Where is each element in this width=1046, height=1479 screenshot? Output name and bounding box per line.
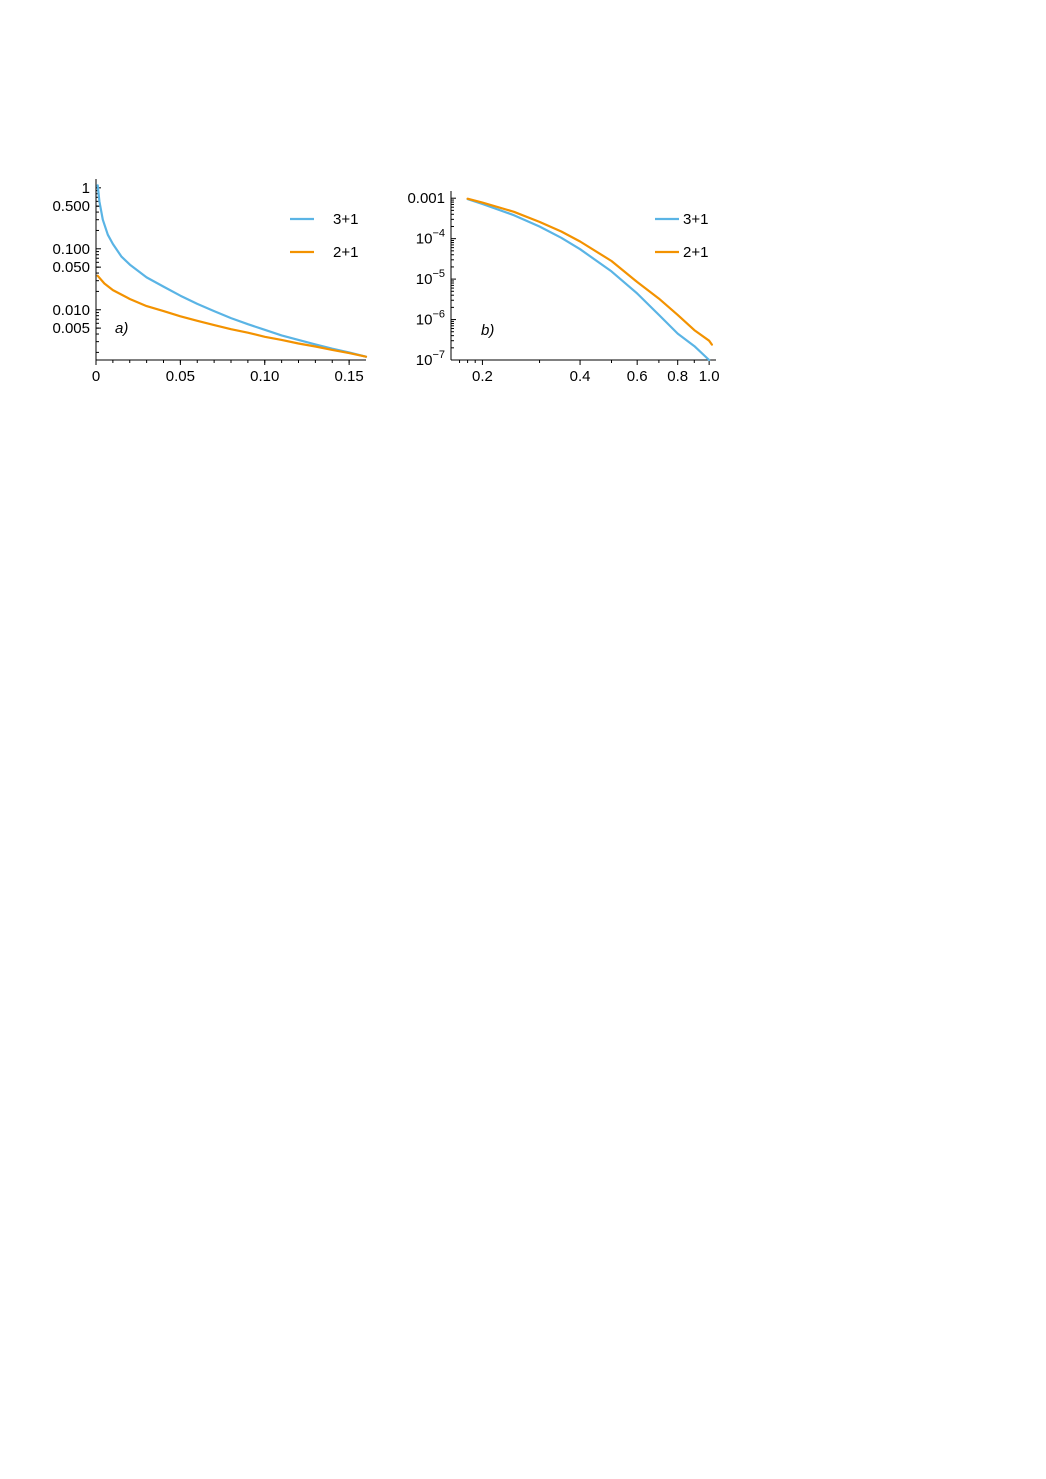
panel-b-plot-area — [466, 197, 714, 362]
panel-b-x-tick-label: 0.2 — [472, 368, 493, 385]
panel-a-label: a) — [115, 320, 128, 337]
panel-a-series-2p1-line — [96, 274, 368, 358]
panel-b-y-tick-label: 10−6 — [416, 309, 445, 329]
panel-b-y-tick-base: 10 — [416, 352, 433, 369]
panel-b-y-tick-exponent: −4 — [432, 228, 445, 240]
panel-b-y-tick-base: 10 — [416, 312, 433, 329]
panel-a-y-tick-label: 0.500 — [52, 198, 90, 215]
panel-b-label: b) — [481, 322, 494, 339]
panel-a-y-tick-label: 0.100 — [52, 241, 90, 258]
panel-b-y-tick-label: 0.001 — [407, 190, 445, 207]
panel-b-legend-label-2p1: 2+1 — [683, 244, 708, 261]
panel-b-series-2p1-line — [466, 197, 714, 346]
panel-a-plot-area — [96, 184, 368, 358]
panel-b-x-tick-label: 0.4 — [570, 368, 591, 385]
panel-b-y-tick-base: 10 — [416, 231, 433, 248]
panel-a-y-tick-label: 0.005 — [52, 320, 90, 337]
panel-a-x-tick-label: 0.10 — [250, 368, 279, 385]
panel-b-y-tick-label: 10−4 — [416, 228, 445, 248]
panel-b-y-tick-exponent: −6 — [432, 309, 445, 321]
panel-a-legend-label-2p1: 2+1 — [333, 244, 358, 261]
panel-a-y-tick-label: 0.050 — [52, 259, 90, 276]
panel-b-x-tick-label: 0.6 — [627, 368, 648, 385]
panel-b-y-tick-exponent: −5 — [432, 268, 445, 280]
panel-a-x-tick-label: 0.05 — [166, 368, 195, 385]
panel-a-x-tick-label: 0 — [92, 368, 100, 385]
panel-b-y-tick-base: 10 — [416, 271, 433, 288]
panel-b-legend: 3+1 2+1 — [655, 211, 708, 261]
panel-a-legend: 3+1 2+1 — [290, 211, 358, 261]
panel-a-y-tick-label: 0.010 — [52, 302, 90, 319]
panel-b-x-tick-label: 0.8 — [667, 368, 688, 385]
panel-b-series-3p1-line — [466, 198, 711, 362]
panel-a-y-tick-label: 1 — [82, 180, 90, 197]
panel-b-legend-label-3p1: 3+1 — [683, 211, 708, 228]
panel-b-x-tick-label: 1.0 — [699, 368, 720, 385]
panel-b-y-tick-exponent: −7 — [432, 349, 445, 361]
panel-a-series-3p1-line — [96, 184, 368, 358]
panel-a-x-tick-label: 0.15 — [335, 368, 364, 385]
panel-a-legend-label-3p1: 3+1 — [333, 211, 358, 228]
panel-b-y-tick-label: 10−7 — [416, 349, 445, 369]
panel-a-chart: 0 0.05 0.10 0.1510.5000.1000.0500.0100.005 … — [52, 179, 368, 385]
panel-b-y-tick-label: 10−5 — [416, 268, 445, 288]
